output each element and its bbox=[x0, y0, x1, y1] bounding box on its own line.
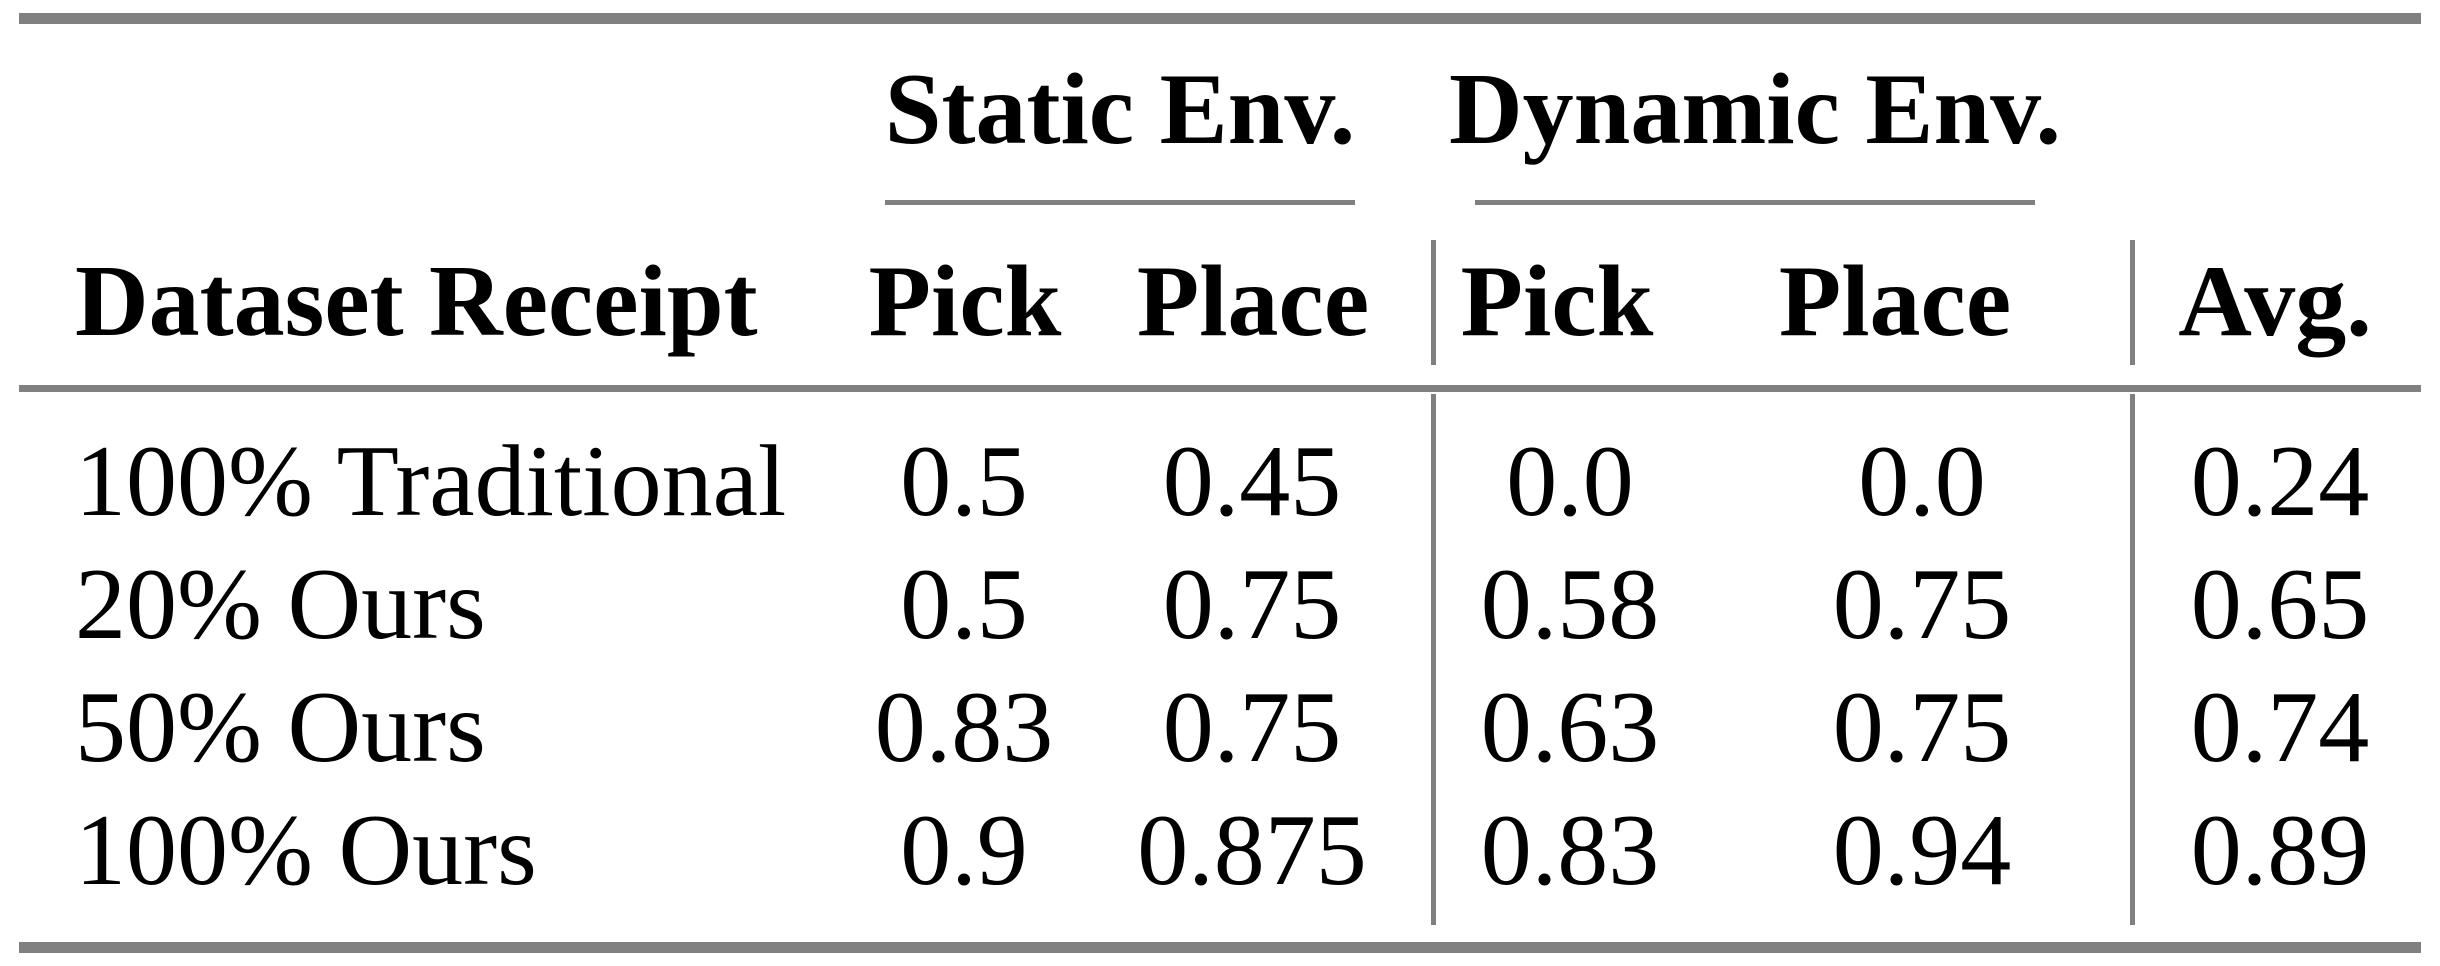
cell-avg: 0.74 bbox=[2190, 671, 2370, 784]
cell-static-pick: 0.5 bbox=[900, 548, 1028, 661]
cmidrule-dynamic-env bbox=[1475, 200, 2035, 205]
column-header-static-pick: Pick bbox=[868, 245, 1062, 358]
cell-avg: 0.89 bbox=[2190, 794, 2370, 907]
group-header-static-env: Static Env. bbox=[884, 53, 1356, 166]
cell-static-place: 0.75 bbox=[1162, 671, 1342, 784]
column-header-dynamic-pick: Pick bbox=[1460, 245, 1654, 358]
cell-dynamic-pick: 0.63 bbox=[1480, 671, 1660, 784]
cmidrule-static-env bbox=[885, 200, 1355, 205]
cell-avg: 0.24 bbox=[2190, 425, 2370, 538]
column-header-avg: Avg. bbox=[2178, 245, 2372, 358]
vertical-separator-static-dynamic-header bbox=[1431, 240, 1436, 365]
cell-dynamic-place: 0.75 bbox=[1832, 548, 2012, 661]
cell-dynamic-pick: 0.58 bbox=[1480, 548, 1660, 661]
vertical-separator-static-dynamic-body bbox=[1431, 394, 1436, 925]
row-label: 100% Ours bbox=[75, 794, 537, 907]
vertical-separator-dynamic-avg-body bbox=[2130, 394, 2135, 925]
header-divider-rule bbox=[19, 385, 2421, 392]
bottom-rule bbox=[19, 942, 2421, 953]
top-rule bbox=[19, 13, 2421, 24]
cell-static-pick: 0.5 bbox=[900, 425, 1028, 538]
cell-dynamic-pick: 0.0 bbox=[1506, 425, 1634, 538]
cell-static-place: 0.45 bbox=[1162, 425, 1342, 538]
column-header-static-place: Place bbox=[1136, 245, 1370, 358]
cell-dynamic-pick: 0.83 bbox=[1480, 794, 1660, 907]
row-label: 100% Traditional bbox=[75, 425, 787, 538]
cell-avg: 0.65 bbox=[2190, 548, 2370, 661]
vertical-separator-dynamic-avg-header bbox=[2130, 240, 2135, 365]
group-header-dynamic-env: Dynamic Env. bbox=[1448, 53, 2062, 166]
cell-static-place: 0.75 bbox=[1162, 548, 1342, 661]
cell-static-place: 0.875 bbox=[1137, 794, 1367, 907]
cell-static-pick: 0.83 bbox=[874, 671, 1054, 784]
cell-dynamic-place: 0.94 bbox=[1832, 794, 2012, 907]
column-header-dynamic-place: Place bbox=[1778, 245, 2012, 358]
row-label: 50% Ours bbox=[75, 671, 486, 784]
cell-static-pick: 0.9 bbox=[900, 794, 1028, 907]
cell-dynamic-place: 0.75 bbox=[1832, 671, 2012, 784]
column-header-dataset-receipt: Dataset Receipt bbox=[75, 245, 758, 358]
row-label: 20% Ours bbox=[75, 548, 486, 661]
cell-dynamic-place: 0.0 bbox=[1858, 425, 1986, 538]
